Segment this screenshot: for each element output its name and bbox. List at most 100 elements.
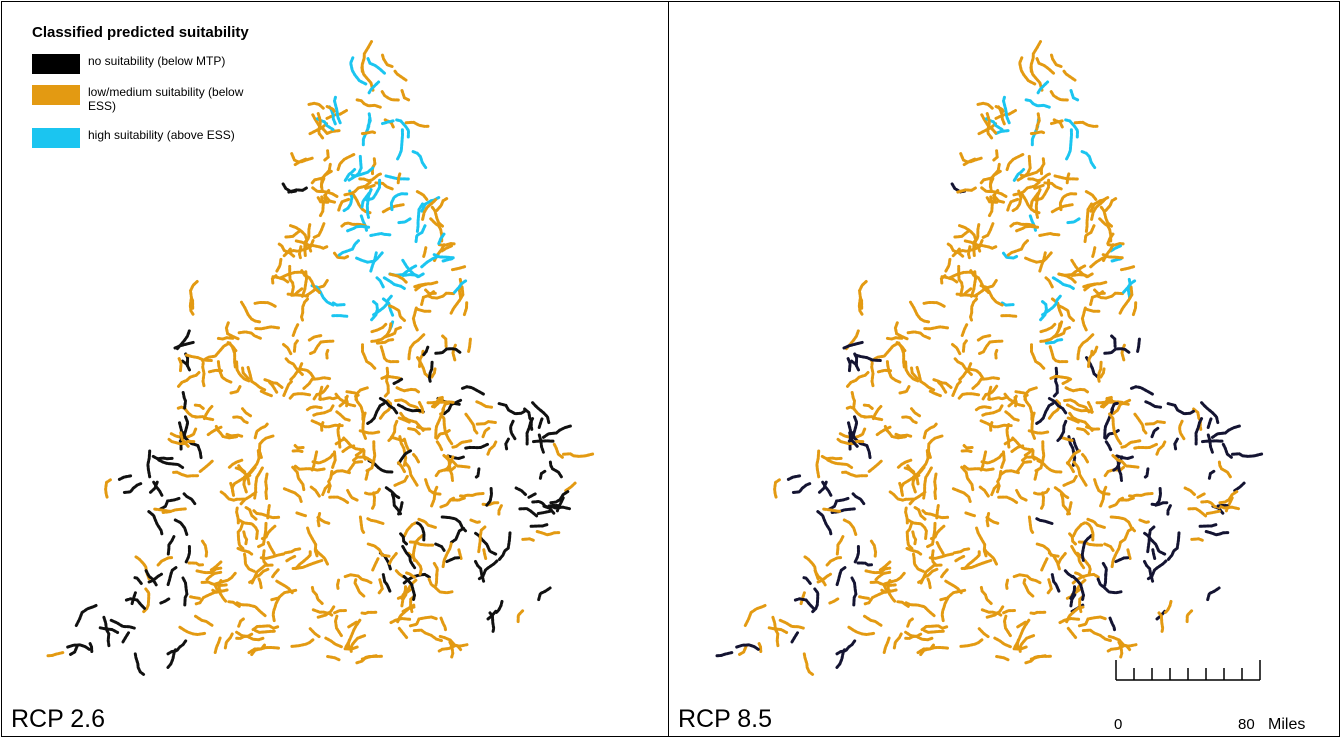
river-segment-orange <box>437 241 456 247</box>
river-segment-orange <box>340 221 367 228</box>
river-segment-cyan <box>414 224 427 245</box>
river-segment-cyan <box>1069 89 1080 102</box>
river-segment-orange <box>282 487 303 503</box>
river-segment-black <box>835 639 857 656</box>
map-panel-rcp26: Classified predicted suitability no suit… <box>1 1 669 737</box>
river-segment-cyan <box>1002 251 1019 260</box>
river-segment-orange <box>434 573 439 587</box>
river-segment-orange <box>1009 221 1036 228</box>
river-segment-orange <box>842 518 858 536</box>
river-segment-orange <box>431 395 444 408</box>
river-segment-cyan <box>332 95 342 125</box>
river-segment-orange <box>268 380 279 394</box>
river-segment-orange <box>1030 343 1046 370</box>
river-segment-black <box>460 385 485 396</box>
river-segment-orange <box>188 297 195 316</box>
river-segment-orange <box>939 274 947 286</box>
river-segment-black <box>464 442 489 450</box>
river-segment-orange <box>1031 487 1050 496</box>
river-segment-orange <box>307 334 323 342</box>
river-segment-orange <box>985 512 991 529</box>
river-segment-orange <box>213 636 222 654</box>
river-segment-orange <box>202 405 214 421</box>
river-segment-cyan <box>401 272 425 279</box>
river-segment-orange <box>1190 537 1204 542</box>
river-segment-orange <box>1138 518 1151 524</box>
river-segment-orange <box>413 282 428 289</box>
river-segment-orange <box>469 518 482 524</box>
river-segment-black <box>166 565 179 587</box>
river-segment-black <box>1062 568 1074 579</box>
river-segment-orange <box>1064 402 1094 414</box>
river-segment-orange <box>335 410 351 422</box>
river-segment-orange <box>826 458 854 469</box>
river-segment-orange <box>243 505 258 521</box>
river-segment-orange <box>1157 611 1165 635</box>
river-segment-black <box>529 499 552 509</box>
river-segment-orange <box>355 98 382 109</box>
river-segment-orange <box>919 645 949 657</box>
river-segment-orange <box>1034 188 1042 219</box>
river-segment-black <box>390 492 402 516</box>
river-segment-orange <box>370 491 377 511</box>
river-segment-black <box>1101 561 1108 577</box>
river-segment-orange <box>166 437 196 446</box>
river-segment-orange <box>1027 515 1035 535</box>
river-segment-orange <box>961 339 968 353</box>
river-segment-orange <box>261 549 269 567</box>
river-segment-orange <box>285 239 315 255</box>
river-segment-orange <box>300 269 321 294</box>
river-segment-black <box>1071 437 1080 453</box>
river-segment-orange <box>1119 496 1136 502</box>
river-segment-orange <box>951 380 962 398</box>
river-segment-orange <box>237 330 262 340</box>
river-segment-black <box>1080 534 1093 562</box>
river-segment-orange <box>943 579 963 595</box>
river-segment-cyan <box>1024 98 1051 109</box>
river-segment-black <box>514 486 527 496</box>
river-segment-orange <box>1093 478 1111 496</box>
river-segment-orange <box>1049 52 1063 68</box>
river-segment-orange <box>318 396 339 401</box>
river-segment-black <box>147 510 164 537</box>
river-segment-orange <box>435 197 449 212</box>
river-segment-orange <box>1185 609 1194 624</box>
river-segment-black <box>485 487 494 507</box>
river-segment-orange <box>1061 377 1073 385</box>
river-segment-orange <box>379 345 400 364</box>
river-segment-orange <box>235 601 267 618</box>
river-segment-orange <box>250 645 280 657</box>
river-segment-orange <box>206 425 223 437</box>
river-segment-orange <box>1077 540 1104 547</box>
river-segment-black <box>181 576 189 607</box>
river-segment-orange <box>898 481 904 495</box>
river-segment-orange <box>474 399 494 409</box>
legend-swatch-orange <box>32 85 80 105</box>
river-segment-orange <box>475 420 497 426</box>
river-segment-orange <box>440 244 453 253</box>
river-segment-orange <box>978 485 990 498</box>
river-segment-black <box>1194 416 1204 446</box>
river-segment-orange <box>406 427 421 436</box>
river-segment-orange <box>1035 542 1060 558</box>
river-segment-orange <box>974 405 992 412</box>
river-segment-black <box>1056 419 1068 442</box>
river-segment-black <box>434 347 462 355</box>
river-segment-orange <box>933 472 938 500</box>
river-segment-orange <box>303 237 310 257</box>
river-segment-orange <box>1044 276 1054 289</box>
river-segment-orange <box>1029 654 1047 661</box>
river-segment-cyan <box>1065 128 1074 161</box>
river-segment-orange <box>1164 599 1173 614</box>
river-segment-orange <box>271 568 280 579</box>
river-segment-orange <box>930 549 938 567</box>
river-segment-orange <box>911 529 918 546</box>
river-segment-orange <box>1118 285 1134 315</box>
river-segment-black <box>1096 577 1123 595</box>
river-segment-orange <box>430 205 444 228</box>
river-segment-orange <box>885 336 904 341</box>
river-segment-orange <box>1090 198 1107 221</box>
river-segment-orange <box>956 186 977 194</box>
river-segment-orange <box>329 469 351 477</box>
